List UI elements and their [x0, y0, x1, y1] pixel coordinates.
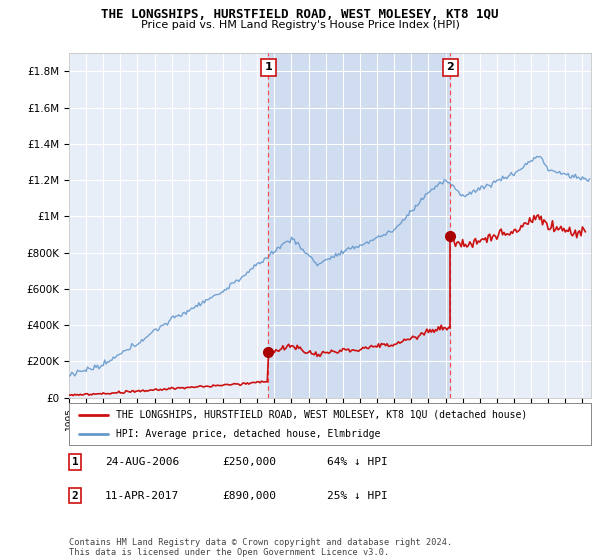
Text: Price paid vs. HM Land Registry's House Price Index (HPI): Price paid vs. HM Land Registry's House … — [140, 20, 460, 30]
Text: 11-APR-2017: 11-APR-2017 — [105, 491, 179, 501]
Text: 1: 1 — [71, 457, 79, 467]
Text: 1: 1 — [265, 62, 272, 72]
Text: 64% ↓ HPI: 64% ↓ HPI — [327, 457, 388, 467]
Text: £250,000: £250,000 — [222, 457, 276, 467]
Text: 25% ↓ HPI: 25% ↓ HPI — [327, 491, 388, 501]
Bar — [268, 53, 451, 398]
Text: 2: 2 — [446, 62, 454, 72]
Text: 24-AUG-2006: 24-AUG-2006 — [105, 457, 179, 467]
Text: £890,000: £890,000 — [222, 491, 276, 501]
Text: THE LONGSHIPS, HURSTFIELD ROAD, WEST MOLESEY, KT8 1QU (detached house): THE LONGSHIPS, HURSTFIELD ROAD, WEST MOL… — [116, 409, 527, 419]
Text: THE LONGSHIPS, HURSTFIELD ROAD, WEST MOLESEY, KT8 1QU: THE LONGSHIPS, HURSTFIELD ROAD, WEST MOL… — [101, 8, 499, 21]
Text: Contains HM Land Registry data © Crown copyright and database right 2024.
This d: Contains HM Land Registry data © Crown c… — [69, 538, 452, 557]
Text: HPI: Average price, detached house, Elmbridge: HPI: Average price, detached house, Elmb… — [116, 429, 380, 439]
Text: 2: 2 — [71, 491, 79, 501]
